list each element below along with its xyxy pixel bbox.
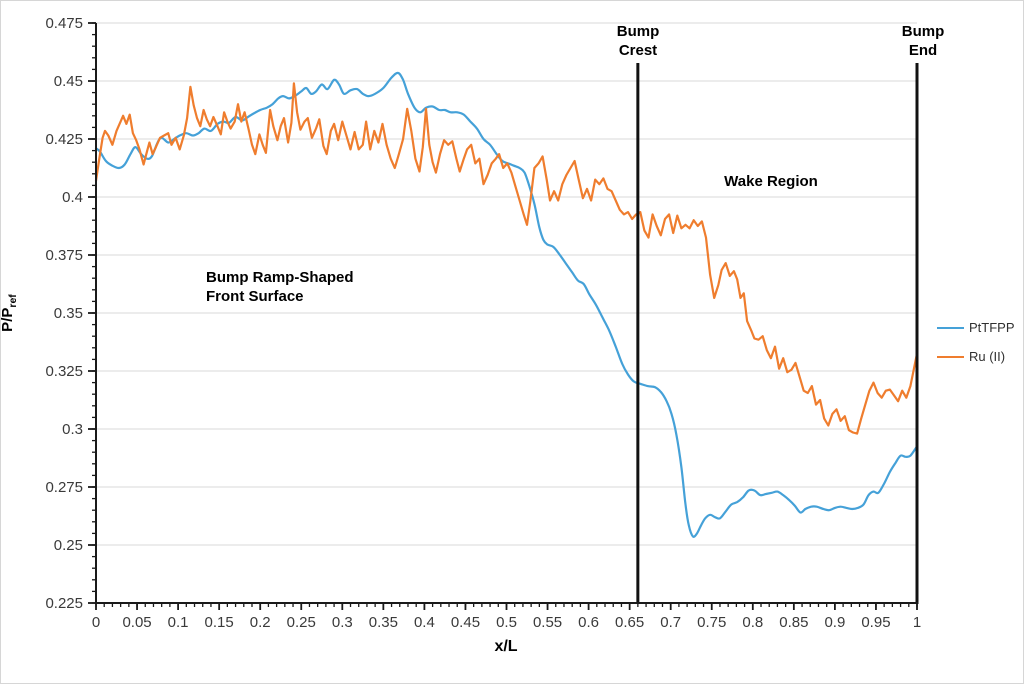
y-tick-label: 0.225 [45,595,83,612]
x-tick-label: 0.95 [861,614,890,631]
front-surface-label: Bump Ramp-Shaped Front Surface [206,269,354,305]
x-tick-label: 0.55 [533,614,562,631]
y-axis-title: P/Pref [0,253,19,373]
y-tick-label: 0.45 [54,73,83,90]
x-tick-label: 0.1 [168,614,189,631]
x-tick-label: 0.3 [332,614,353,631]
bump-end-label: Bump End [901,23,945,59]
series-line-ruii [94,82,919,435]
x-axis-title: x/L [494,638,518,655]
y-tick-label: 0.275 [45,479,83,496]
x-tick-label: 0.2 [250,614,271,631]
chart-legend: PtTFPP Ru (II) [937,320,1015,364]
x-tick-label: 0.4 [414,614,435,631]
x-tick-label: 1 [913,614,921,631]
x-tick-label: 0.45 [451,614,480,631]
x-tick-label: 0.7 [660,614,681,631]
x-tick-label: 0.05 [122,614,151,631]
x-tick-label: 0.65 [615,614,644,631]
y-tick-label: 0.4 [62,189,83,206]
x-tick-label: 0 [92,614,100,631]
legend-line-icon [937,326,964,329]
x-tick-label: 0.9 [824,614,845,631]
x-tick-label: 0.8 [742,614,763,631]
x-tick-label: 0.25 [287,614,316,631]
x-tick-label: 0.85 [779,614,808,631]
y-tick-label: 0.375 [45,247,83,264]
x-tick-label: 0.5 [496,614,517,631]
y-tick-label: 0.25 [54,537,83,554]
y-axis-title-main: P/P [0,307,16,332]
x-tick-label: 0.35 [369,614,398,631]
y-tick-label: 0.325 [45,363,83,380]
bump-crest-label: Bump Crest [616,23,660,59]
x-tick-label: 0.75 [697,614,726,631]
legend-label: Ru (II) [969,349,1006,364]
y-tick-label: 0.35 [54,305,83,322]
y-axis-title-sub: ref [7,294,19,308]
legend-item-pttfpp: PtTFPP [937,320,1015,335]
y-tick-label: 0.475 [45,15,83,32]
y-tick-label: 0.425 [45,131,83,148]
legend-item-ru: Ru (II) [937,349,1015,364]
y-tick-label: 0.3 [62,421,83,438]
legend-label: PtTFPP [969,320,1015,335]
legend-line-icon [937,355,964,358]
x-tick-label: 0.15 [205,614,234,631]
wake-region-label: Wake Region [724,173,818,190]
x-tick-label: 0.6 [578,614,599,631]
